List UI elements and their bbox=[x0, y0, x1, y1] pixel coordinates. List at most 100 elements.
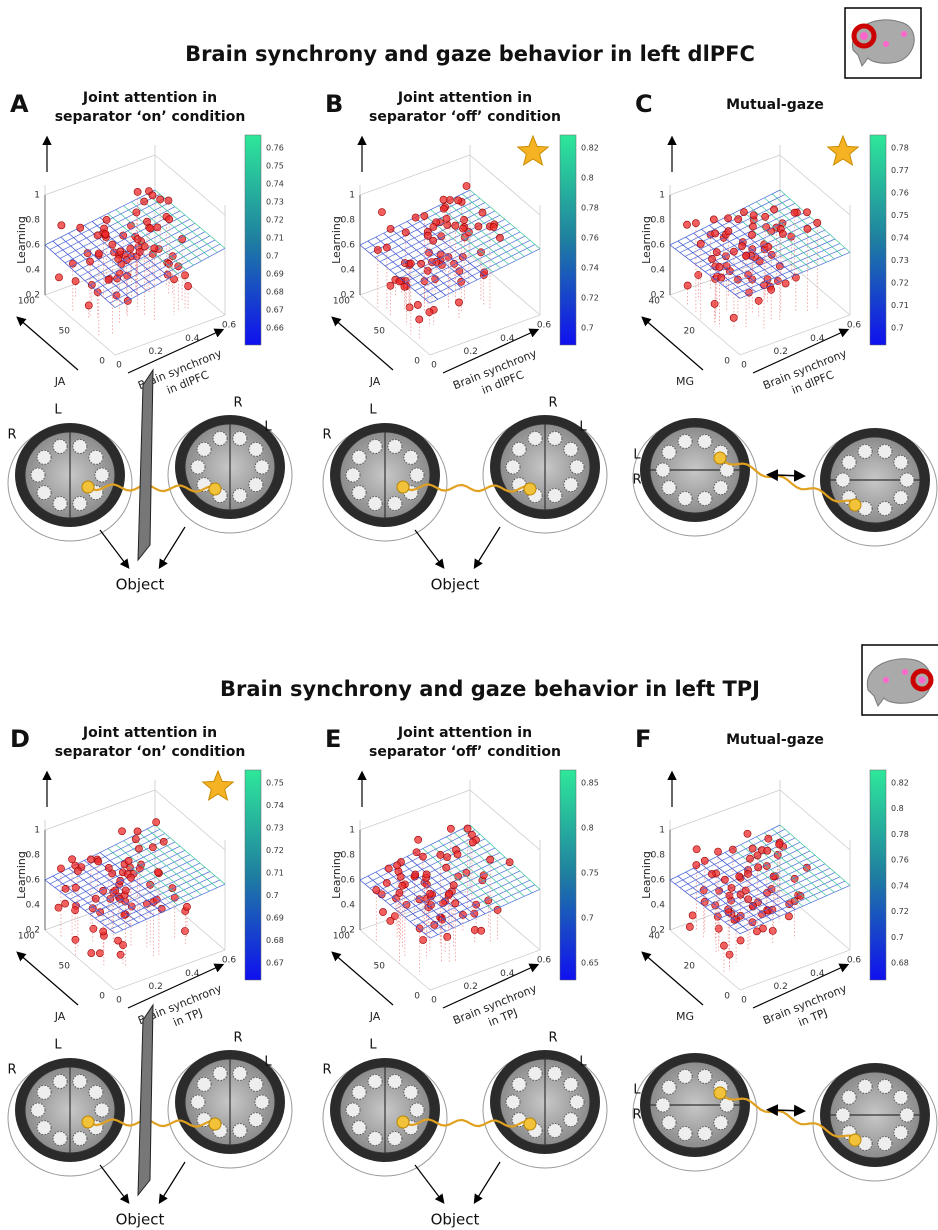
roi-dot bbox=[849, 1134, 861, 1146]
colorbar-tick-label: 0.76 bbox=[891, 856, 909, 865]
y-tick-label: 0 bbox=[724, 357, 730, 367]
colorbar-tick-label: 0.74 bbox=[266, 801, 284, 810]
optode bbox=[548, 1124, 562, 1138]
optode bbox=[842, 1090, 856, 1104]
roi-dot bbox=[209, 483, 221, 495]
surface-grid bbox=[675, 194, 785, 248]
data-point bbox=[387, 282, 394, 289]
head-label: R bbox=[322, 1063, 331, 1078]
optode bbox=[714, 1116, 728, 1130]
panel-letter: F bbox=[635, 725, 651, 753]
optode bbox=[197, 1077, 211, 1091]
colorbar-tick-label: 0.68 bbox=[266, 936, 284, 945]
gaze-arrow bbox=[160, 1162, 185, 1202]
y-tick-label: 50 bbox=[374, 327, 386, 337]
panel-title: Joint attention in bbox=[82, 90, 217, 106]
panel: AJoint attention inseparator ‘on’ condit… bbox=[7, 90, 292, 594]
data-point bbox=[735, 216, 742, 223]
data-point bbox=[402, 229, 409, 236]
data-point bbox=[114, 937, 121, 944]
optode bbox=[249, 1113, 263, 1127]
y-tick-label: 40 bbox=[649, 932, 661, 942]
axis-box bbox=[470, 255, 540, 315]
data-point bbox=[689, 912, 696, 919]
data-point bbox=[713, 249, 720, 256]
gaze-arrow bbox=[100, 530, 128, 567]
colorbar-tick-label: 0.71 bbox=[891, 301, 909, 310]
data-point bbox=[776, 263, 783, 270]
x-tick-label: 0.2 bbox=[149, 347, 163, 357]
data-point bbox=[454, 197, 461, 204]
roi-dot bbox=[82, 481, 94, 493]
colorbar-tick-label: 0.65 bbox=[581, 959, 599, 968]
data-point bbox=[683, 221, 690, 228]
axis-box bbox=[45, 295, 115, 355]
data-point bbox=[430, 223, 437, 230]
colorbar bbox=[245, 770, 261, 980]
data-point bbox=[779, 230, 786, 237]
y-label: JA bbox=[54, 375, 66, 388]
optode bbox=[368, 1132, 382, 1146]
optode bbox=[197, 442, 211, 456]
colorbar-tick-label: 0.76 bbox=[581, 234, 599, 243]
data-point bbox=[379, 908, 386, 915]
data-point bbox=[452, 900, 459, 907]
z-tick-label: 1 bbox=[349, 191, 355, 201]
optode bbox=[506, 1095, 520, 1109]
colorbar-tick-label: 0.74 bbox=[581, 264, 599, 273]
x-tick-label: 0 bbox=[116, 996, 122, 1006]
colorbar-tick-label: 0.76 bbox=[891, 189, 909, 198]
colorbar-tick-label: 0.67 bbox=[266, 306, 284, 315]
data-point bbox=[443, 864, 450, 871]
roi-dot bbox=[397, 1116, 409, 1128]
head-label: L bbox=[54, 1038, 62, 1053]
z-label: Learning bbox=[640, 851, 653, 899]
data-point bbox=[487, 856, 494, 863]
optode bbox=[37, 486, 51, 500]
data-point bbox=[730, 248, 737, 255]
y-tick-label: 20 bbox=[684, 962, 696, 972]
colorbar-tick-label: 0.75 bbox=[891, 211, 909, 220]
optode bbox=[233, 1124, 247, 1138]
colorbar-tick-label: 0.85 bbox=[581, 779, 599, 788]
data-point bbox=[103, 216, 110, 223]
panel-letter: B bbox=[325, 90, 343, 118]
colorbar bbox=[245, 135, 261, 345]
optode bbox=[37, 1121, 51, 1135]
optode bbox=[698, 492, 712, 506]
head-label: R bbox=[233, 396, 242, 411]
optode bbox=[678, 1069, 692, 1083]
data-point bbox=[697, 240, 704, 247]
optode bbox=[894, 455, 908, 469]
gaze-arrow bbox=[100, 1165, 128, 1202]
optode bbox=[73, 497, 87, 511]
data-point bbox=[475, 223, 482, 230]
data-point bbox=[455, 299, 462, 306]
optode bbox=[346, 1103, 360, 1117]
panel: DJoint attention inseparator ‘on’ condit… bbox=[7, 725, 292, 1229]
data-point bbox=[414, 301, 421, 308]
data-point bbox=[454, 851, 461, 858]
data-point bbox=[74, 867, 81, 874]
colorbar-tick-label: 0.73 bbox=[266, 198, 284, 207]
data-point bbox=[96, 950, 103, 957]
optode bbox=[95, 468, 109, 482]
data-point bbox=[413, 849, 420, 856]
optode bbox=[878, 444, 892, 458]
colorbar-tick-label: 0.7 bbox=[891, 933, 904, 942]
axis-box bbox=[740, 315, 850, 355]
optode bbox=[564, 1113, 578, 1127]
data-point bbox=[181, 272, 188, 279]
data-point bbox=[153, 819, 160, 826]
optode bbox=[53, 1074, 67, 1088]
roi-dot bbox=[849, 499, 861, 511]
roi-dot bbox=[397, 481, 409, 493]
data-point bbox=[755, 297, 762, 304]
data-point bbox=[440, 205, 447, 212]
data-point bbox=[127, 245, 134, 252]
head-label: L bbox=[633, 448, 641, 463]
optode bbox=[53, 1132, 67, 1146]
x-tick-label: 0.2 bbox=[774, 347, 788, 357]
significance-star bbox=[518, 136, 548, 165]
colorbar-tick-label: 0.69 bbox=[266, 270, 284, 279]
